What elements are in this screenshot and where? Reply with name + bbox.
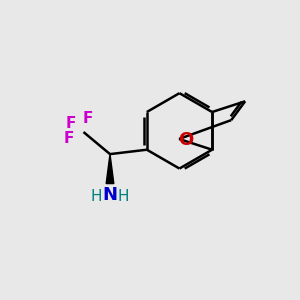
Text: N: N xyxy=(103,186,118,204)
Text: F: F xyxy=(66,116,76,131)
Text: H: H xyxy=(91,189,103,204)
Text: H: H xyxy=(118,189,129,204)
Text: F: F xyxy=(64,131,74,146)
Text: O: O xyxy=(178,131,193,149)
Polygon shape xyxy=(106,154,114,184)
Text: F: F xyxy=(83,111,93,126)
